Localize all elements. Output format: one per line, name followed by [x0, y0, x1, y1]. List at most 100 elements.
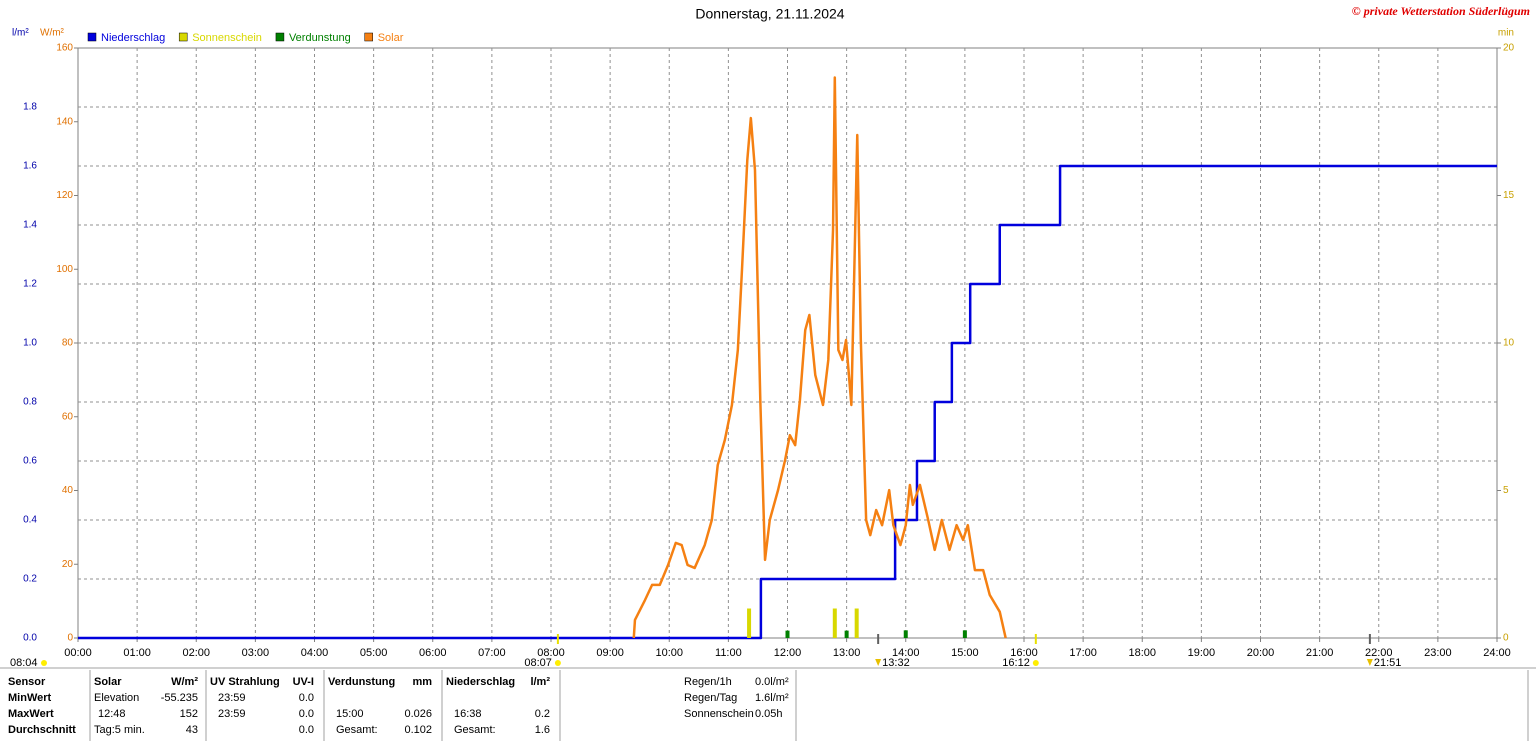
- event-label: 13:32: [882, 657, 910, 669]
- event-triangle: [875, 659, 882, 666]
- y2-tick-label: 100: [56, 264, 73, 275]
- cell-value: 0.0: [299, 708, 314, 720]
- legend-label: Solar: [378, 32, 404, 44]
- y-tick-label: 1.8: [23, 102, 37, 113]
- legend-label: Verdunstung: [289, 32, 351, 44]
- cell-label: 23:59: [218, 708, 246, 720]
- cell-value: -55.235: [161, 692, 198, 704]
- y-axis-label: l/m²: [12, 28, 29, 39]
- y-tick-label: 0.4: [23, 515, 37, 526]
- x-tick-label: 13:00: [833, 647, 861, 659]
- group-title: Niederschlag: [446, 676, 515, 688]
- cell-value: 0.2: [535, 708, 550, 720]
- y2-tick-label: 120: [56, 190, 73, 201]
- x-tick-label: 10:00: [655, 647, 683, 659]
- y-tick-label: 0.0: [23, 633, 37, 644]
- x-tick-label: 15:00: [951, 647, 979, 659]
- bar: [747, 608, 752, 638]
- group-title: Solar: [94, 676, 122, 688]
- row-label: Sensor: [8, 676, 46, 688]
- bar: [854, 608, 859, 638]
- x-tick-label: 08:00: [537, 647, 565, 659]
- legend-swatch: [275, 32, 285, 42]
- bar: [903, 630, 908, 638]
- x-tick-label: 02:00: [182, 647, 210, 659]
- x-tick-label: 04:00: [301, 647, 329, 659]
- group-unit: W/m²: [171, 676, 198, 688]
- y3-tick-label: 5: [1503, 485, 1509, 496]
- x-tick-label: 23:00: [1424, 647, 1452, 659]
- y2-axis-label: W/m²: [40, 28, 65, 39]
- summary-value: 0.05h: [755, 708, 783, 720]
- event-label: 16:12: [1002, 657, 1030, 669]
- group-title: UV Strahlung: [210, 676, 280, 688]
- x-tick-label: 12:00: [774, 647, 802, 659]
- bar: [832, 608, 837, 638]
- event-triangle: [1366, 659, 1373, 666]
- group-unit: mm: [412, 676, 432, 688]
- y3-axis-label: min: [1498, 28, 1514, 39]
- copyright: © private Wetterstation Süderlügum: [1352, 4, 1530, 18]
- sun-dot: [41, 660, 47, 666]
- x-tick-label: 24:00: [1483, 647, 1511, 659]
- cell-label: 15:00: [336, 708, 364, 720]
- line: [632, 76, 1007, 639]
- summary-value: 0.0l/m²: [755, 676, 789, 688]
- y-tick-label: 0.8: [23, 397, 37, 408]
- cell-value: 43: [186, 724, 198, 736]
- cell-value: 1.6: [535, 724, 550, 736]
- y3-tick-label: 20: [1503, 43, 1515, 54]
- y-tick-label: 1.6: [23, 161, 37, 172]
- row-label: MinWert: [8, 692, 52, 704]
- event-dot: [1032, 660, 1039, 666]
- cell-label: Tag:5 min.: [94, 724, 145, 736]
- y-tick-label: 0.6: [23, 456, 37, 467]
- bar: [844, 630, 849, 638]
- row-label: Durchschnitt: [8, 724, 76, 736]
- summary-label: Regen/Tag: [684, 692, 737, 704]
- y2-tick-label: 80: [62, 338, 74, 349]
- cell-label: Elevation: [94, 692, 139, 704]
- x-tick-label: 22:00: [1365, 647, 1393, 659]
- cell-value: 0.102: [404, 724, 432, 736]
- group-title: Verdunstung: [328, 676, 395, 688]
- x-tick-label: 20:00: [1247, 647, 1275, 659]
- summary-label: Sonnenschein: [684, 708, 754, 720]
- x-tick-label: 17:00: [1069, 647, 1097, 659]
- y3-tick-label: 10: [1503, 338, 1515, 349]
- y2-tick-label: 40: [62, 485, 74, 496]
- y3-tick-label: 0: [1503, 633, 1509, 644]
- y-tick-label: 0.2: [23, 574, 37, 585]
- x-tick-label: 11:00: [715, 647, 742, 659]
- legend-swatch: [87, 32, 97, 42]
- x-tick-label: 03:00: [242, 647, 270, 659]
- x-tick-label: 14:00: [892, 647, 920, 659]
- x-tick-label: 21:00: [1306, 647, 1334, 659]
- x-tick-label: 06:00: [419, 647, 447, 659]
- x-tick-label: 16:00: [1010, 647, 1038, 659]
- cell-label: 23:59: [218, 692, 246, 704]
- x-tick-label: 07:00: [478, 647, 506, 659]
- y-tick-label: 1.4: [23, 220, 37, 231]
- left-note: 08:04: [10, 657, 38, 669]
- row-label: MaxWert: [8, 708, 54, 720]
- x-tick-label: 19:00: [1188, 647, 1216, 659]
- x-tick-label: 09:00: [596, 647, 624, 659]
- step-line: [78, 164, 1497, 640]
- x-tick-label: 18:00: [1128, 647, 1156, 659]
- cell-label: 16:38: [454, 708, 482, 720]
- cell-value: 152: [180, 708, 198, 720]
- y3-tick-label: 15: [1503, 190, 1515, 201]
- event-label: 08:07: [524, 657, 552, 669]
- cell-value: 0.0: [299, 724, 314, 736]
- chart-title: Donnerstag, 21.11.2024: [695, 6, 844, 22]
- cell-label: 12:48: [98, 708, 126, 720]
- group-unit: l/m²: [530, 676, 550, 688]
- summary-value: 1.6l/m²: [755, 692, 789, 704]
- y-tick-label: 1.2: [23, 279, 37, 290]
- summary-label: Regen/1h: [684, 676, 732, 688]
- legend-label: Sonnenschein: [192, 32, 262, 44]
- x-tick-label: 01:00: [123, 647, 151, 659]
- cell-value: 0.0: [299, 692, 314, 704]
